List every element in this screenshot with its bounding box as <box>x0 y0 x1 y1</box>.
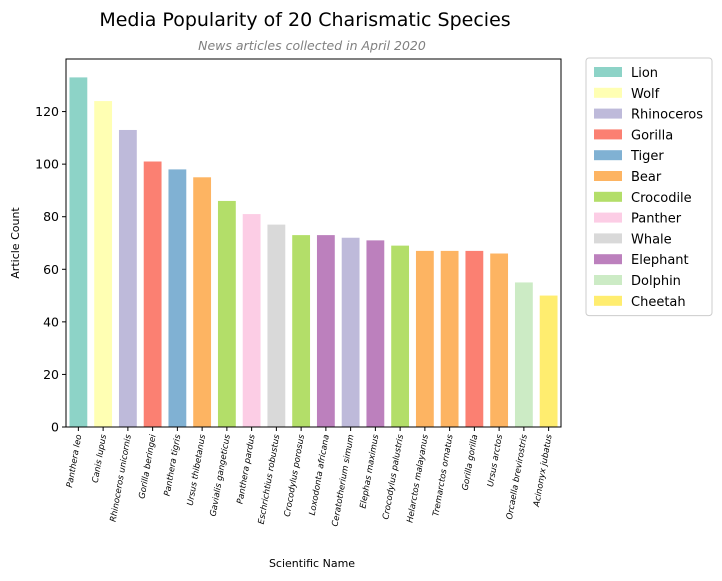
y-tick-label: 20 <box>43 367 59 382</box>
plot-frame <box>65 58 562 428</box>
legend-label-gorilla: Gorilla <box>631 128 673 143</box>
x-tick-label: Panthera tigris <box>163 433 184 497</box>
legend-label-elephant: Elephant <box>631 253 689 268</box>
y-axis-label: Article Count <box>9 207 22 279</box>
y-tick-label: 0 <box>51 420 59 435</box>
bar-6 <box>193 177 212 427</box>
x-tick-label: Elephas maximus <box>358 433 381 509</box>
legend-swatch-whale <box>594 233 622 244</box>
bar-15 <box>415 250 434 427</box>
x-tick-label: Panthera leo <box>65 434 84 489</box>
x-axis-label: Scientific Name <box>269 557 355 570</box>
bar-18 <box>490 253 509 427</box>
bar-8 <box>242 214 261 427</box>
bar-5 <box>168 169 187 427</box>
legend-swatch-crocodile <box>594 191 622 202</box>
bar-2 <box>94 101 113 427</box>
legend-swatch-cheetah <box>594 295 622 306</box>
x-tick-label: Helarctos malayanus <box>405 433 430 523</box>
y-axis: 0 20 40 60 80 100 120 <box>35 104 66 435</box>
bar-10 <box>292 235 311 427</box>
bars-group <box>69 77 558 428</box>
y-tick-label: 40 <box>43 314 59 329</box>
bar-12 <box>341 237 360 427</box>
x-tick-label: Acinonyx jubatus <box>532 433 555 508</box>
bar-7 <box>217 200 236 427</box>
legend-label-whale: Whale <box>631 232 672 247</box>
legend-label-tiger: Tiger <box>630 149 664 164</box>
chart-title: Media Popularity of 20 Charismatic Speci… <box>99 9 510 31</box>
x-tick-label: Loxodonta africana <box>308 434 332 516</box>
y-tick-label: 100 <box>35 157 59 172</box>
legend-swatch-lion <box>594 67 622 77</box>
bar-3 <box>118 129 137 427</box>
legend-label-wolf: Wolf <box>631 87 660 102</box>
bar-9 <box>267 224 286 427</box>
bar-11 <box>316 235 335 427</box>
y-tick-label: 80 <box>43 209 59 224</box>
x-axis: Panthera leo Canis lupus Rhinoceros unicor… <box>65 427 555 527</box>
legend-swatch-tiger <box>594 150 622 161</box>
x-tick-label: Panthera pardus <box>236 433 258 505</box>
legend-swatch-rhinoceros <box>594 108 622 119</box>
legend-frame <box>585 57 713 317</box>
bar-4 <box>143 161 162 427</box>
x-tick-label: Ceratotherium simum <box>331 434 357 528</box>
legend-label-bear: Bear <box>631 170 662 185</box>
x-tick-label: Gorilla gorilla <box>461 434 481 492</box>
legend-swatch-gorilla <box>594 129 622 140</box>
bar-17 <box>465 250 484 427</box>
bar-16 <box>440 250 459 427</box>
x-tick-label: Gavialis gangeticus <box>209 433 233 517</box>
legend-label-rhinoceros: Rhinoceros <box>631 108 703 123</box>
legend-swatch-panther <box>594 212 622 223</box>
x-tick-label: Crocodylus palustris <box>381 433 406 520</box>
bar-20 <box>539 295 558 427</box>
x-tick-label: Gorilla beringei <box>137 433 158 500</box>
legend-label-dolphin: Dolphin <box>631 274 681 289</box>
x-tick-label: Rhinoceros unicornis <box>109 433 134 523</box>
legend-swatch-elephant <box>594 254 622 265</box>
legend-label-crocodile: Crocodile <box>631 191 692 206</box>
x-tick-label: Tremarctos ornatus <box>431 433 455 517</box>
legend: Lion Wolf Rhinoceros Gorilla Tiger Bear Crocod… <box>585 57 713 317</box>
x-tick-label: Ursus arctos <box>486 433 505 487</box>
y-tick-label: 120 <box>35 104 59 119</box>
bar-14 <box>391 245 410 427</box>
legend-label-lion: Lion <box>631 66 658 81</box>
y-tick-label: 60 <box>43 262 59 277</box>
chart-subtitle: News articles collected in April 2020 <box>198 38 426 53</box>
legend-swatch-bear <box>594 171 622 181</box>
legend-swatch-dolphin <box>594 275 622 285</box>
bar-13 <box>366 240 385 427</box>
legend-swatch-wolf <box>594 87 622 98</box>
bar-19 <box>514 282 533 427</box>
x-tick-label: Eschrichtius robustus <box>257 433 283 525</box>
bar-1 <box>69 77 88 428</box>
x-tick-label: Ursus thibetanus <box>186 433 208 506</box>
legend-label-cheetah: Cheetah <box>631 295 686 310</box>
legend-label-panther: Panther <box>631 212 682 227</box>
x-tick-label: Crocodylus porosus <box>283 433 307 517</box>
x-tick-label: Orcaella brevirostris <box>505 433 530 520</box>
x-tick-label: Canis lupus <box>91 433 109 484</box>
